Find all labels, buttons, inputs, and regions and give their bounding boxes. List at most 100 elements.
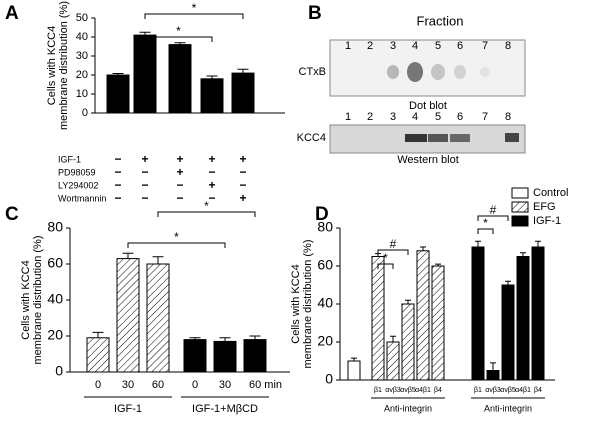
band (428, 134, 448, 142)
significance-bracket (127, 242, 226, 248)
y-axis-label: membrane distribution (%) (32, 236, 44, 365)
legend-label: Control (533, 187, 568, 199)
significance-bracket (477, 228, 494, 234)
y-axis-label: membrane distribution (%) (58, 1, 70, 130)
treatment-sign: − (208, 191, 215, 205)
lane-label: 4 (412, 40, 418, 52)
y-tick-label: 0 (325, 371, 333, 387)
treatment-sign: − (208, 165, 215, 179)
error-bar (490, 362, 496, 371)
treatment-sign: − (114, 178, 121, 192)
x-tick-label: β1 (374, 387, 382, 394)
x-tick-label: α4β1 (415, 387, 431, 394)
bar (200, 78, 224, 114)
treatment-sign: − (176, 178, 183, 192)
lane-label: 6 (457, 111, 463, 123)
treatment-sign: − (114, 152, 121, 166)
error-bar (112, 72, 124, 75)
treatment-sign: − (239, 178, 246, 192)
y-tick-label: 30 (76, 50, 88, 62)
error-bar (174, 42, 186, 45)
error-bar (139, 31, 151, 36)
row-label: CTxB (299, 66, 327, 78)
y-tick-label: 40 (76, 31, 88, 43)
lane-label: 5 (435, 111, 441, 123)
error-bar (249, 335, 261, 340)
x-tick-label: αvβ3 (385, 387, 401, 394)
significance-bracket (157, 211, 256, 217)
panel-label: C (5, 204, 19, 225)
error-bar (475, 240, 481, 247)
y-tick-label: 60 (317, 257, 333, 273)
legend-swatch (511, 187, 529, 199)
error-bar (92, 331, 104, 338)
dot (480, 67, 490, 77)
x-tick-label: 60 (152, 379, 164, 391)
significance-bracket (144, 13, 244, 19)
significance-bracket (377, 249, 409, 255)
x-tick-label: αvβ5 (400, 387, 416, 394)
treatment-sign: − (239, 165, 246, 179)
panel-label: D (315, 204, 329, 225)
treatment-name: LY294002 (58, 180, 98, 190)
bar (347, 360, 361, 381)
significance-mark: * (192, 1, 197, 15)
bar (431, 265, 445, 381)
x-tick-label: 0 (192, 379, 198, 391)
significance-mark: * (176, 24, 181, 38)
lane-label: 2 (367, 40, 373, 52)
treatment-sign: − (141, 178, 148, 192)
legend-swatch (511, 215, 529, 227)
y-tick-label: 20 (47, 327, 63, 343)
bar (213, 340, 237, 373)
bar (486, 370, 500, 381)
x-tick-label: 60 min (249, 379, 282, 391)
bar (516, 256, 530, 381)
lane-label: 1 (345, 111, 351, 123)
bar (471, 246, 485, 381)
error-bar (405, 299, 411, 304)
lane-label: 8 (505, 111, 511, 123)
lane-label: 5 (435, 40, 441, 52)
significance-mark: * (174, 230, 179, 244)
error-bar (351, 357, 357, 361)
lane-label: 2 (367, 111, 373, 123)
treatment-sign: − (141, 165, 148, 179)
lane-label: 3 (390, 40, 396, 52)
legend-label: IGF-1 (533, 215, 561, 227)
y-tick-label: 80 (47, 219, 63, 235)
bar (133, 34, 157, 114)
bar (231, 72, 255, 114)
bar (531, 246, 545, 381)
significance-mark: * (483, 216, 488, 230)
bar (501, 284, 515, 381)
x-tick-label: β4 (434, 387, 442, 394)
x-tick-label: β4 (534, 387, 542, 394)
x-tick-label: 0 (95, 379, 101, 391)
bar (416, 250, 430, 381)
error-bar (189, 337, 201, 340)
y-tick-label: 80 (317, 219, 333, 235)
treatment-sign: − (114, 165, 121, 179)
treatment-sign: − (176, 191, 183, 205)
y-tick-label: 40 (47, 291, 63, 307)
y-tick-label: 60 (47, 255, 63, 271)
treatment-sign: + (208, 152, 215, 166)
bar (106, 74, 130, 114)
dot (431, 64, 445, 80)
band (450, 134, 470, 142)
error-bar (420, 246, 426, 251)
group-label: IGF-1 (114, 403, 142, 415)
y-axis-label: Cells with KCC4 (20, 260, 32, 339)
error-bar (122, 252, 134, 259)
error-bar (219, 337, 231, 342)
treatment-sign: + (239, 191, 246, 205)
y-axis-label: Cells with KCC4 (46, 26, 58, 105)
x-tick-label: α4β1 (515, 387, 531, 394)
dot (454, 65, 466, 79)
x-tick-label: αvβ3 (485, 387, 501, 394)
bar (386, 341, 400, 381)
lane-label: 8 (505, 40, 511, 52)
y-tick-label: 50 (76, 12, 88, 24)
error-bar (152, 256, 164, 264)
